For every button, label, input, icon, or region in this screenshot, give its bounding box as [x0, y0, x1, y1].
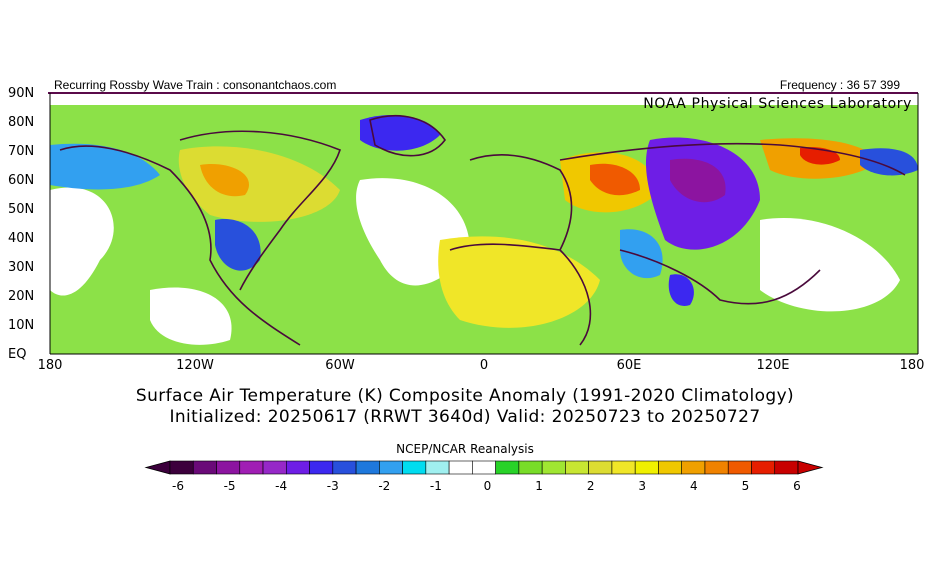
north-america-coast [59, 145, 301, 346]
colorbar-swatch [425, 460, 450, 475]
colorbar-tick-label: -6 [172, 479, 184, 493]
colorbar-swatch [309, 460, 334, 475]
colorbar-tick-label: 0 [483, 479, 492, 493]
map-subtitle: Initialized: 20250617 (RRWT 3640d) Valid… [169, 407, 761, 427]
lat-label-70n: 70N [8, 144, 35, 159]
colorbar-swatch [518, 460, 543, 475]
colorbar-swatch [402, 460, 427, 475]
russia-hot-spot [590, 163, 640, 196]
colorbar-swatch [751, 460, 776, 475]
greenland-coast [369, 114, 446, 157]
lat-label-20n: 20N [8, 289, 35, 304]
colorbar-tick-label: -4 [275, 479, 288, 493]
colorbar-max-arrow [797, 460, 824, 475]
coastline-layer [59, 114, 906, 346]
india-cold-region [668, 274, 694, 306]
colorbar-tick-label: 1 [535, 479, 543, 493]
colorbar-swatch [332, 460, 357, 475]
data-source-label: NCEP/NCAR Reanalysis [396, 442, 534, 456]
anomaly-field-layer [50, 105, 918, 354]
lat-label-90n: 90N [8, 86, 35, 101]
map-credit: NOAA Physical Sciences Laboratory [643, 96, 912, 112]
middle-east-cold-region [620, 229, 663, 279]
colorbar-swatch [239, 460, 264, 475]
canada-hot-spot [200, 164, 249, 197]
asia-north-coast [559, 142, 906, 176]
colorbar-swatch [192, 460, 217, 475]
colorbar-swatch [611, 460, 636, 475]
colorbar-swatch [774, 460, 799, 475]
colorbar-swatch [588, 460, 613, 475]
lon-label-60w: 60W [325, 358, 355, 373]
colorbar-min-arrow [144, 460, 171, 475]
colorbar-swatch [169, 460, 194, 475]
lon-label-120w: 120W [176, 358, 214, 373]
colorbar-swatch [658, 460, 683, 475]
colorbar-swatch [379, 460, 403, 475]
colorbar-tick-label: 6 [793, 479, 801, 493]
colorbar-swatch [727, 460, 752, 475]
lon-label-0: 0 [479, 358, 489, 373]
africa-coast [449, 243, 592, 346]
pacific-neutral-region [50, 187, 114, 296]
alaska-cold-region [50, 143, 160, 190]
map-frame [48, 92, 919, 355]
colorbar-tick-label: -1 [429, 479, 442, 493]
lat-label-50n: 50N [8, 202, 35, 217]
colorbar-swatch [448, 460, 473, 475]
us-cold-region [215, 219, 261, 271]
header-frequency: Frequency : 36 57 399 [779, 78, 900, 92]
lat-label-10n: 10N [8, 318, 35, 333]
colorbar-swatch [565, 460, 589, 475]
colorbar-swatch [681, 460, 706, 475]
central-asia-cold-core [670, 158, 726, 203]
colorbar-swatch [262, 460, 287, 475]
west-pacific-neutral-region [760, 218, 900, 312]
bering-cold-region [860, 148, 918, 176]
colorbar-swatch [472, 460, 496, 475]
colorbar-swatch [216, 460, 241, 475]
colorbar-swatch [285, 460, 310, 475]
colorbar-tick-label: -2 [378, 479, 391, 493]
canada-coast [179, 130, 341, 291]
east-pacific-neutral-region [150, 287, 232, 345]
colorbar-swatch [704, 460, 729, 475]
lat-label-40n: 40N [8, 231, 35, 246]
colorbar-tick-label: -3 [326, 479, 339, 493]
lon-label-60e: 60E [616, 358, 642, 373]
europe-coast [469, 154, 573, 251]
lat-label-eq: EQ [8, 347, 27, 362]
colorbar-swatch [634, 460, 659, 475]
colorbar-tick-label: 2 [586, 479, 595, 493]
colorbar-tick-label: 4 [690, 479, 698, 493]
lon-label-180w: 180 [37, 358, 63, 373]
colorbar [144, 460, 824, 475]
lon-label-180e: 180 [899, 358, 925, 373]
colorbar-tick-label: 3 [638, 479, 647, 493]
header-source: Recurring Rossby Wave Train : consonantc… [54, 78, 337, 92]
lon-label-120e: 120E [756, 358, 790, 373]
lat-label-60n: 60N [8, 173, 35, 188]
colorbar-swatch [541, 460, 566, 475]
greenland-cold-region [360, 115, 440, 151]
lat-label-30n: 30N [8, 260, 35, 275]
colorbar-swatch [355, 460, 380, 475]
colorbar-tick-label: -5 [223, 479, 236, 493]
asia-south-coast [619, 249, 821, 305]
colorbar-swatch [495, 460, 520, 475]
colorbar-tick-label: 5 [741, 479, 750, 493]
map-title: Surface Air Temperature (K) Composite An… [135, 386, 795, 406]
lat-label-80n: 80N [8, 115, 35, 130]
north-africa-warm-region [438, 236, 600, 328]
